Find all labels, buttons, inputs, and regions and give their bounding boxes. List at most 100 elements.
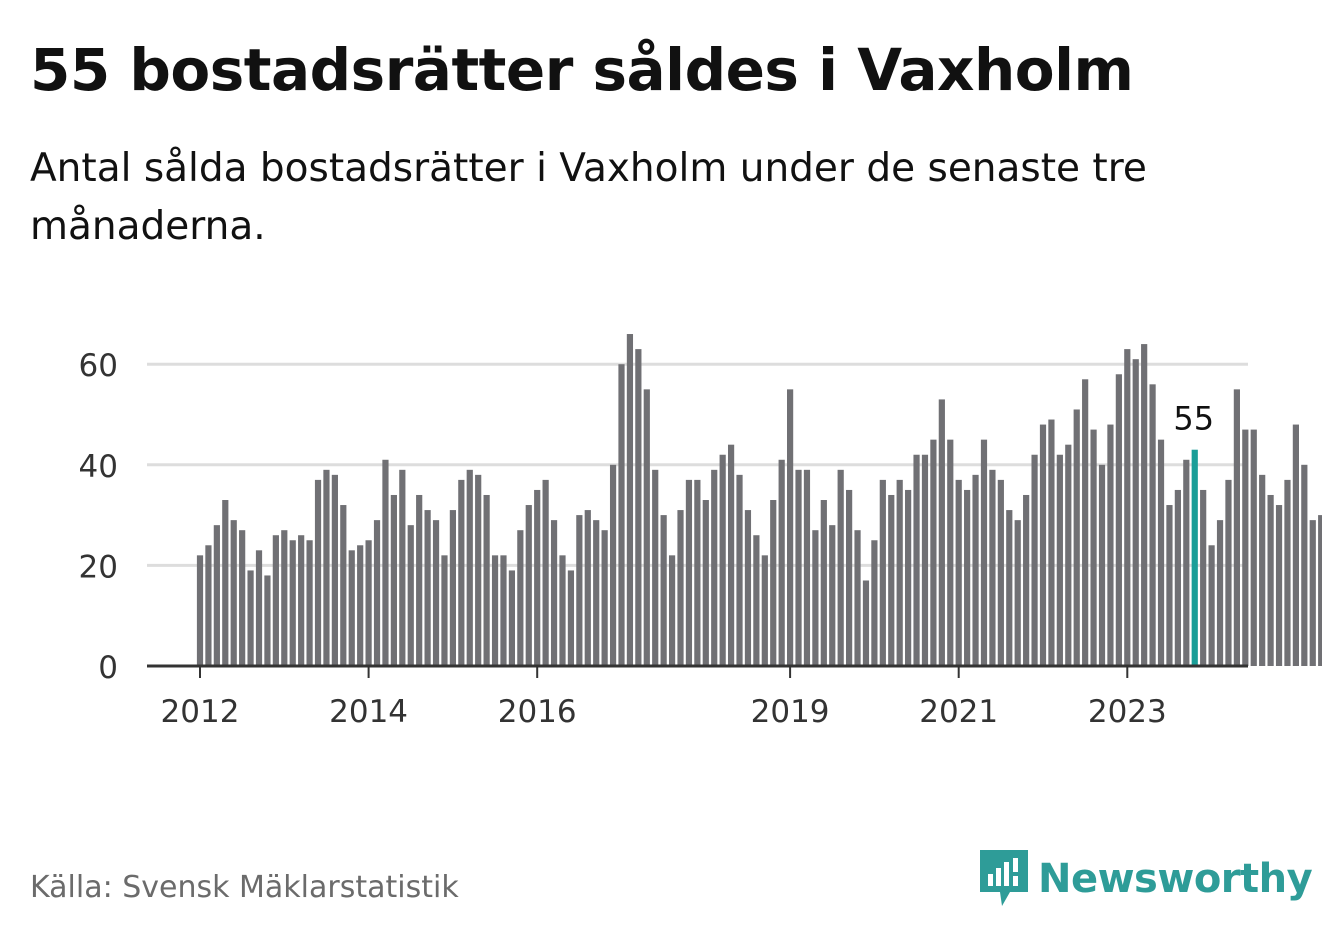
bar xyxy=(888,494,895,666)
bar xyxy=(921,454,929,666)
bar xyxy=(475,474,482,666)
bar xyxy=(905,489,912,666)
bar xyxy=(711,469,718,666)
bar xyxy=(1216,520,1224,666)
bar xyxy=(1082,379,1089,666)
bar xyxy=(432,520,440,666)
bar xyxy=(542,479,549,666)
bar xyxy=(1208,545,1215,666)
bar xyxy=(264,575,271,666)
x-tick-label: 2019 xyxy=(751,694,830,730)
bar xyxy=(1023,494,1030,666)
bar xyxy=(702,500,709,666)
bar xyxy=(491,555,499,666)
bar xyxy=(289,540,296,666)
bar xyxy=(753,535,760,666)
bar xyxy=(727,444,735,666)
bar xyxy=(618,364,625,666)
bar xyxy=(938,399,945,666)
bar xyxy=(744,510,752,666)
bar xyxy=(1275,505,1283,666)
bar xyxy=(458,479,465,666)
highlight-value-label: 55 xyxy=(1173,400,1214,438)
bar xyxy=(1157,439,1165,666)
y-tick-label: 20 xyxy=(79,549,118,585)
bar xyxy=(567,570,575,666)
bar xyxy=(1309,520,1316,666)
x-axis xyxy=(147,664,1248,678)
bar xyxy=(314,479,322,666)
bar xyxy=(416,494,423,666)
x-tick-label: 2021 xyxy=(919,694,998,730)
bar xyxy=(812,530,819,666)
bar xyxy=(829,525,836,666)
bar xyxy=(281,530,288,666)
bar xyxy=(1174,489,1181,666)
bar xyxy=(593,520,600,666)
y-tick-label: 60 xyxy=(79,348,118,384)
bar xyxy=(1149,384,1156,666)
bar xyxy=(930,439,937,666)
bar xyxy=(222,500,229,666)
bar xyxy=(1141,344,1148,666)
x-tick-label: 2012 xyxy=(161,694,240,730)
brand-name: Newsworthy xyxy=(1038,856,1313,902)
bar xyxy=(668,555,676,666)
bar xyxy=(947,439,954,666)
bar xyxy=(652,469,659,666)
bar-series xyxy=(196,334,1322,666)
bar xyxy=(1166,505,1173,666)
bar-highlight xyxy=(1191,449,1198,666)
source-note: Källa: Svensk Mäklarstatistik xyxy=(30,870,459,905)
bar xyxy=(1233,389,1240,666)
bar xyxy=(1200,489,1207,666)
bar xyxy=(1250,429,1257,666)
bar xyxy=(466,469,473,666)
bar xyxy=(340,505,347,666)
bar xyxy=(357,545,364,666)
bar xyxy=(399,469,406,666)
chart-subtitle: Antal sålda bostadsrätter i Vaxholm unde… xyxy=(30,146,1147,249)
bar xyxy=(972,474,979,666)
bar xyxy=(1014,520,1021,666)
bar xyxy=(685,479,693,666)
bar xyxy=(1006,510,1013,666)
bar xyxy=(550,520,558,666)
y-tick-label: 0 xyxy=(98,650,118,686)
newsworthy-logo[interactable]: Newsworthy xyxy=(980,848,1313,910)
bar xyxy=(559,555,566,666)
bar xyxy=(1242,429,1249,666)
bar xyxy=(761,555,768,666)
bar xyxy=(508,570,516,666)
bar xyxy=(609,464,617,666)
bar xyxy=(306,540,313,666)
bar xyxy=(1183,459,1190,666)
bar xyxy=(879,479,886,666)
bar xyxy=(854,530,861,666)
bar xyxy=(660,515,667,666)
bar xyxy=(298,535,305,666)
bar xyxy=(517,530,524,666)
bar xyxy=(1124,349,1131,666)
bar xyxy=(1056,454,1063,666)
bar xyxy=(626,334,634,666)
bar xyxy=(373,520,381,666)
bar xyxy=(1318,515,1322,666)
bar xyxy=(964,489,971,666)
bar xyxy=(348,550,355,666)
bar xyxy=(795,469,802,666)
bar xyxy=(500,555,507,666)
bar xyxy=(424,510,431,666)
chart-title: 55 bostadsrätter såldes i Vaxholm xyxy=(30,36,1134,104)
bar xyxy=(323,469,330,666)
bar xyxy=(1132,359,1139,666)
x-tick-label: 2023 xyxy=(1088,694,1167,730)
bar xyxy=(980,439,988,666)
bar xyxy=(1301,464,1308,666)
bar xyxy=(635,349,642,666)
bar xyxy=(1292,424,1299,666)
bar xyxy=(846,489,853,666)
bar xyxy=(1065,444,1072,666)
bar xyxy=(871,540,878,666)
bar xyxy=(601,530,608,666)
